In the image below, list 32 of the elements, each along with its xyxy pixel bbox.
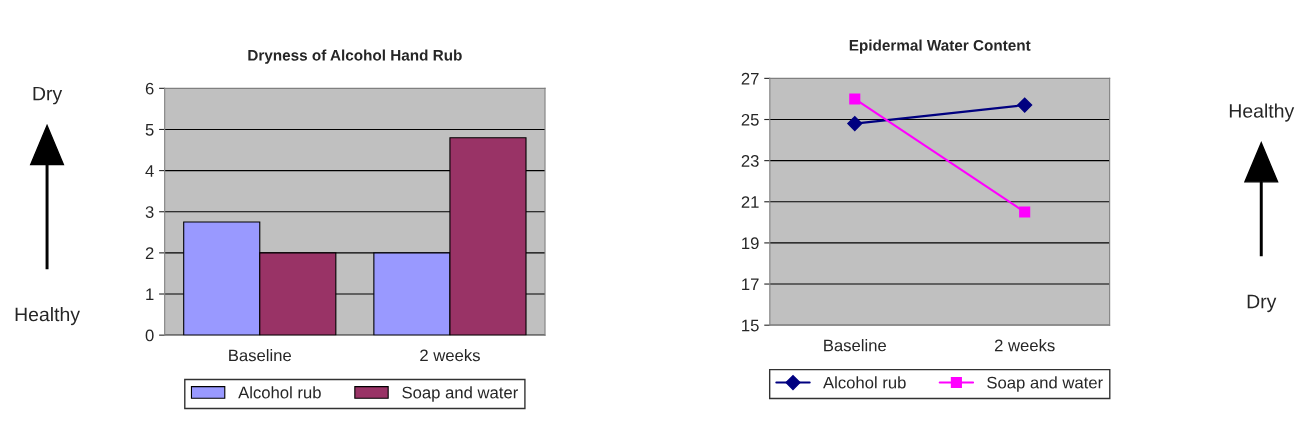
x-tick-label: 2 weeks [994, 339, 1055, 352]
y-tick-label: 0 [145, 329, 154, 342]
legend-label: Soap and water [402, 386, 518, 402]
x-tick-label: Baseline [229, 349, 291, 362]
text: Healthy [15, 307, 80, 326]
y-tick-label: 4 [145, 165, 154, 177]
text: Healthy [1229, 103, 1295, 122]
y-tick-label: 25 [741, 113, 759, 126]
legend-label: Alcohol rub [238, 386, 321, 399]
text: Dry [33, 86, 63, 105]
x-tick-label: 2 weeks [420, 349, 480, 362]
y-tick-label: 19 [742, 237, 759, 250]
legend-label: Soap and water [987, 376, 1103, 392]
y-tick-label: 15 [742, 319, 759, 332]
y-tick-label: 2 [145, 247, 154, 259]
point [849, 93, 861, 105]
y-tick-label: 1 [146, 288, 154, 301]
y-tick-label: 27 [741, 72, 759, 85]
y-tick-label: 23 [741, 155, 759, 167]
x-tick-label: Baseline [824, 339, 886, 352]
y-tick-label: 17 [742, 278, 759, 291]
y-tick-label: 6 [145, 82, 154, 95]
point [847, 116, 863, 132]
y-tick-label: 3 [145, 206, 154, 218]
legend-label: Alcohol rub [823, 376, 906, 389]
text: Dry [1247, 294, 1277, 313]
point [1019, 206, 1031, 218]
y-tick-label: 21 [741, 196, 759, 208]
point [1017, 97, 1033, 113]
chart-title: Epidermal Water Content [849, 39, 1031, 54]
chart-title: Dryness of Alcohol Hand Rub [248, 49, 462, 64]
y-tick-label: 5 [145, 124, 154, 136]
